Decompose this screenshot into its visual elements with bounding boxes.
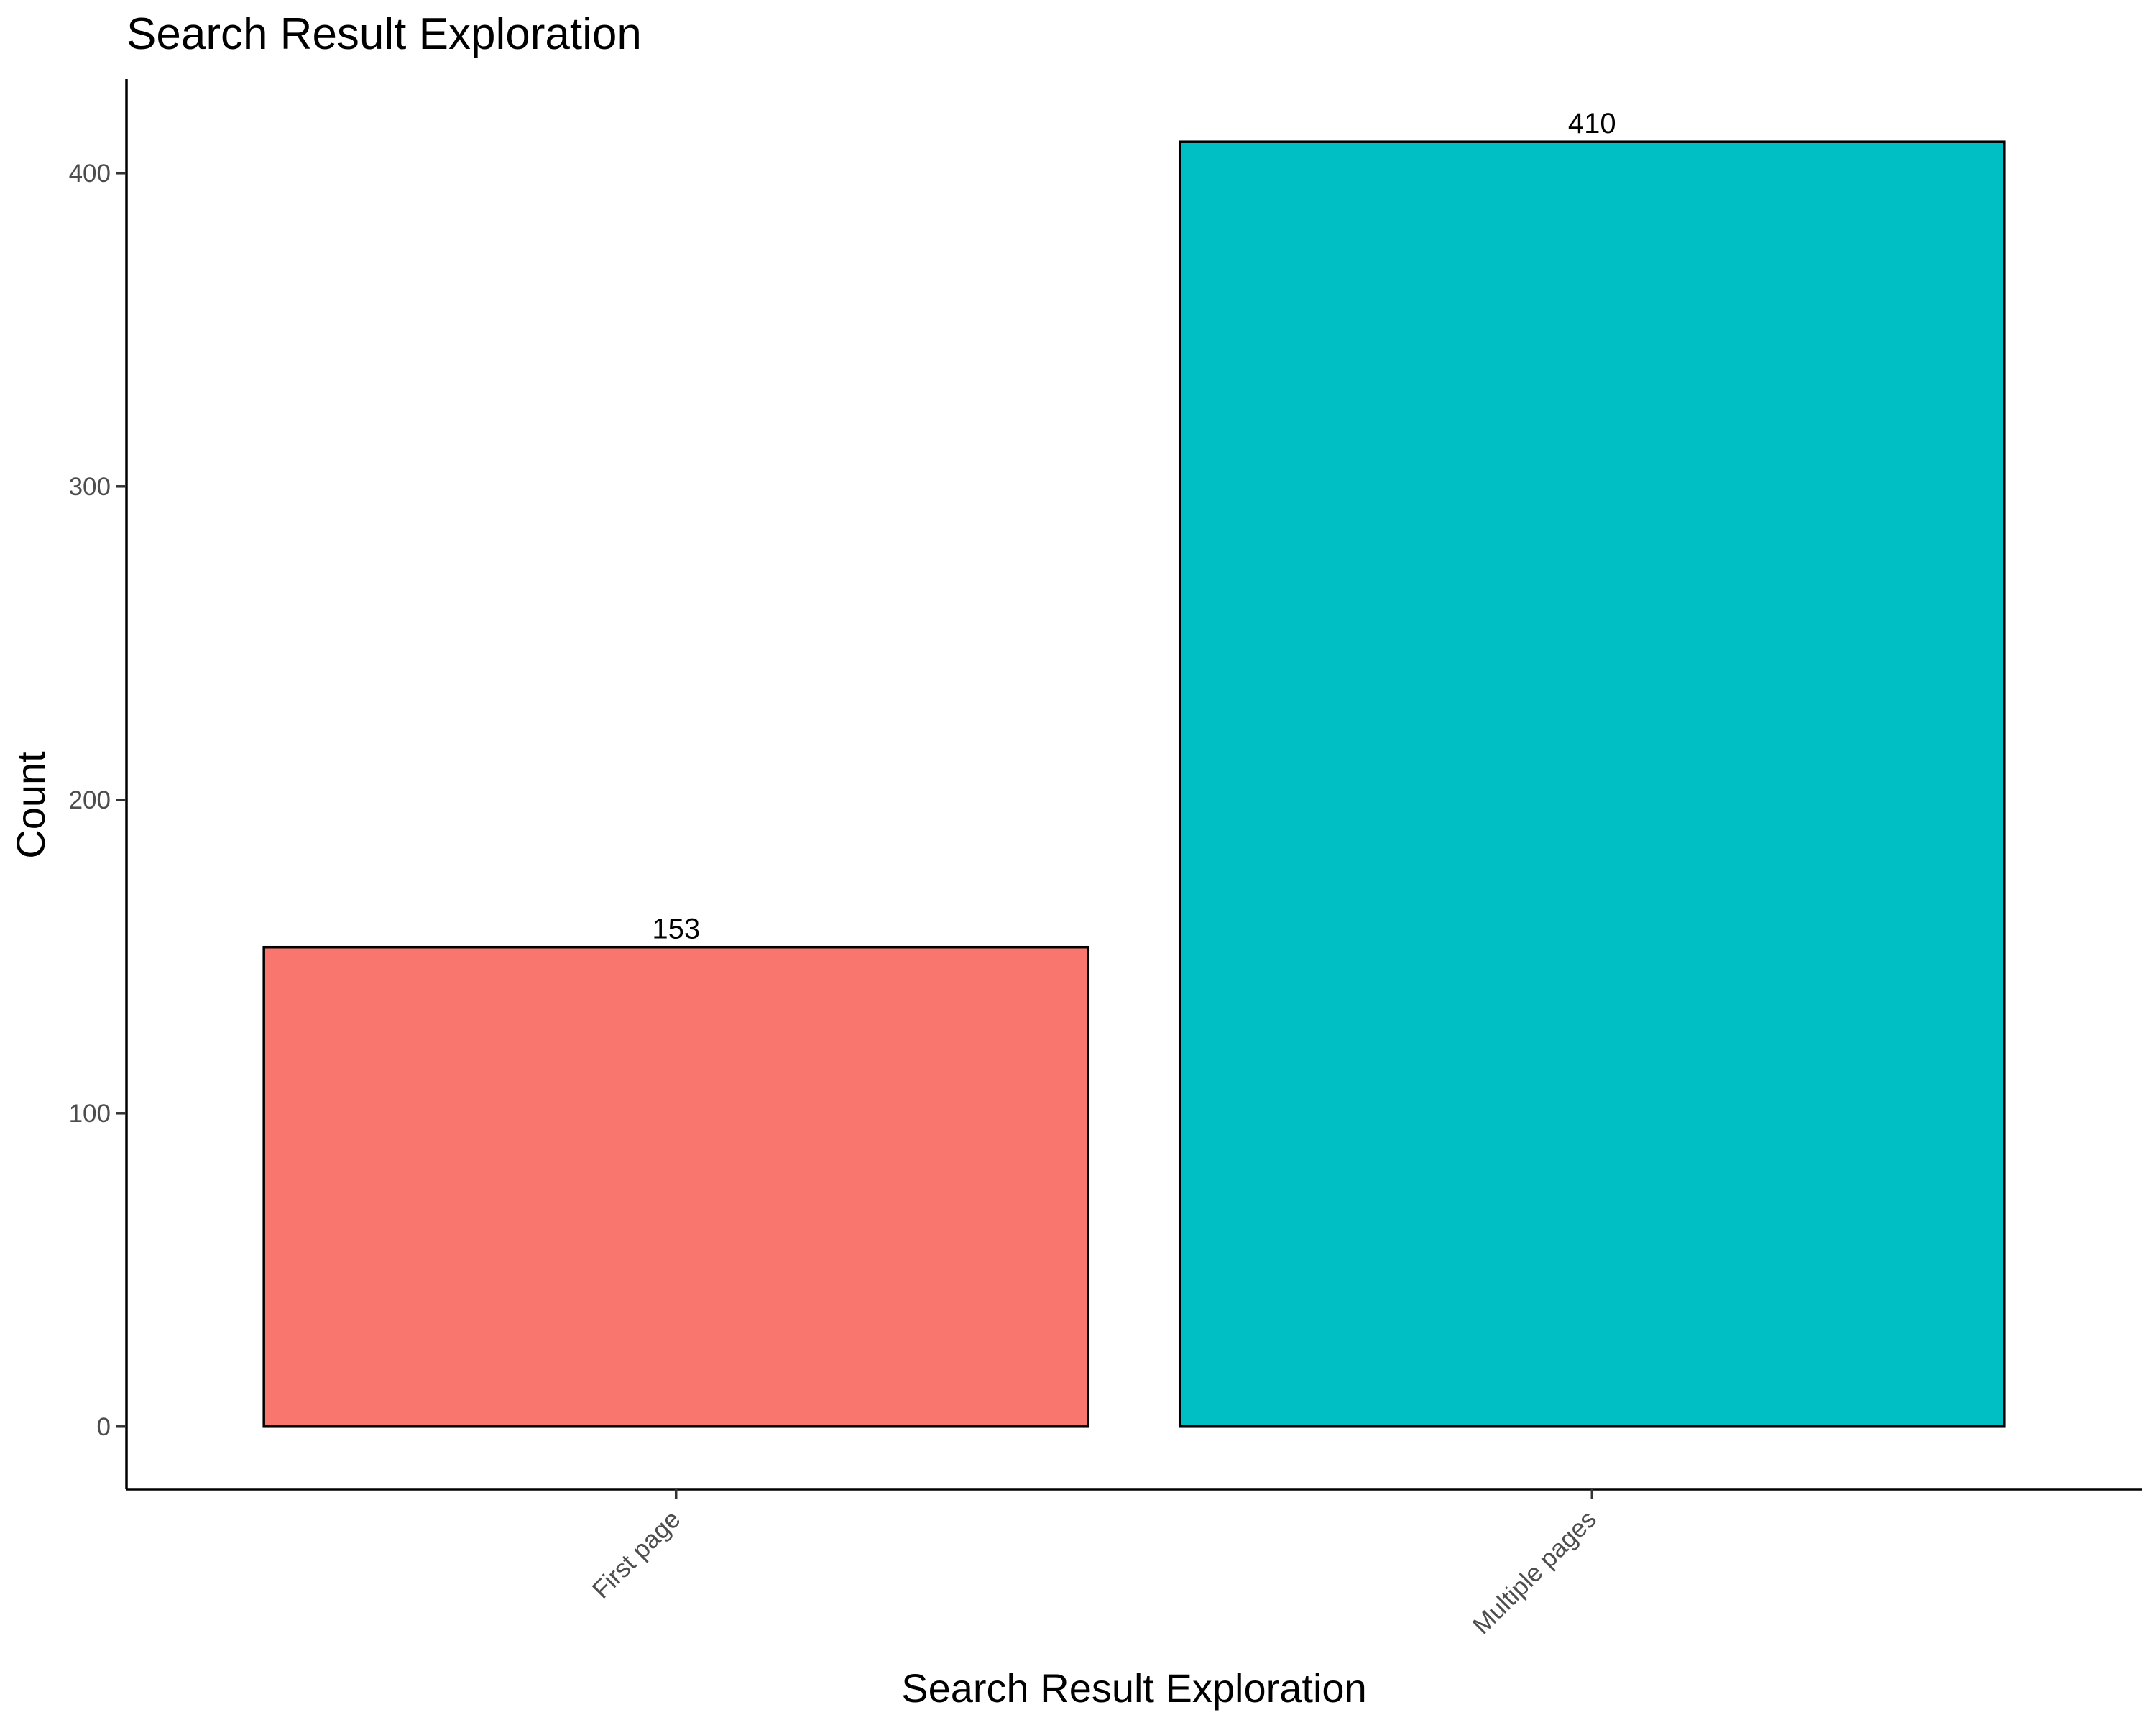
data-labels-group: 153 410 bbox=[652, 108, 1616, 945]
data-label-1: 410 bbox=[1568, 108, 1616, 139]
y-tick-label-0: 0 bbox=[97, 1413, 111, 1441]
bars-group bbox=[262, 140, 2006, 1428]
x-tick-label-1: Multiple pages bbox=[1468, 1505, 1602, 1639]
y-tick-label-4: 400 bbox=[69, 160, 111, 188]
x-tick-label-0: First page bbox=[587, 1505, 686, 1604]
bar-0 bbox=[262, 945, 1090, 1428]
y-tick-label-1: 100 bbox=[69, 1100, 111, 1128]
x-axis-ticks: First page Multiple pages bbox=[587, 1489, 1602, 1639]
data-label-0: 153 bbox=[652, 914, 700, 945]
x-axis-title: Search Result Exploration bbox=[901, 1665, 1366, 1711]
y-tick-label-3: 300 bbox=[69, 473, 111, 501]
y-tick-label-2: 200 bbox=[69, 786, 111, 814]
y-axis-title: Count bbox=[8, 751, 53, 859]
chart-title: Search Result Exploration bbox=[126, 9, 642, 59]
y-axis-ticks: 0 100 200 300 400 bbox=[69, 160, 126, 1441]
bar-1 bbox=[1178, 140, 2006, 1428]
